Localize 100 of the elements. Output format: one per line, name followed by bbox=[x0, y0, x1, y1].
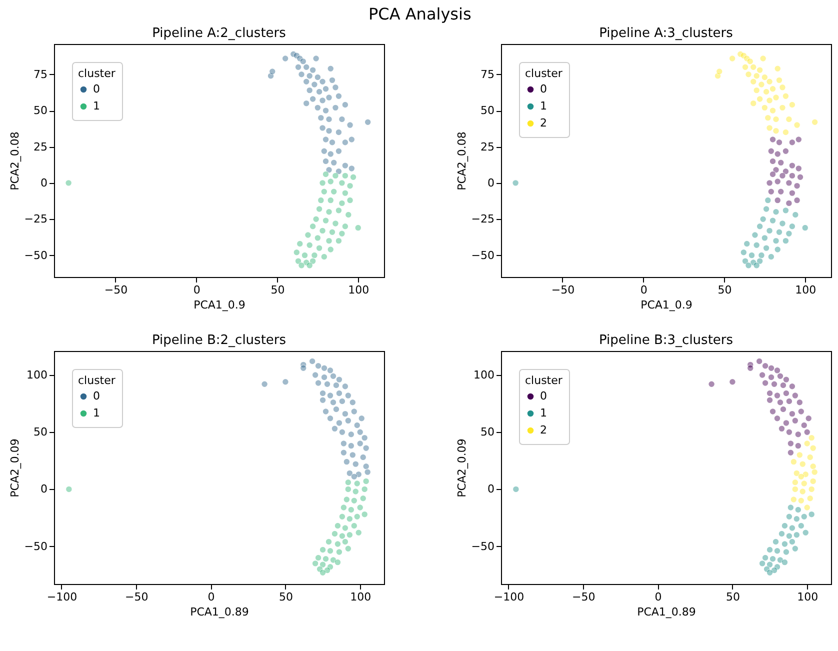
point bbox=[326, 414, 334, 422]
point bbox=[802, 224, 809, 232]
point bbox=[334, 522, 342, 530]
point bbox=[742, 64, 749, 71]
point bbox=[772, 166, 780, 174]
point bbox=[780, 406, 787, 413]
point bbox=[316, 88, 323, 96]
point bbox=[355, 529, 362, 536]
point bbox=[800, 480, 808, 487]
point bbox=[782, 128, 790, 136]
point bbox=[798, 408, 805, 415]
x-tick-label: 100 bbox=[350, 590, 372, 604]
point bbox=[769, 170, 776, 178]
point bbox=[320, 364, 328, 372]
point bbox=[802, 529, 810, 536]
point bbox=[782, 92, 790, 100]
point bbox=[752, 232, 758, 238]
point bbox=[312, 372, 319, 378]
point bbox=[328, 138, 336, 146]
point bbox=[764, 196, 772, 204]
point bbox=[340, 504, 348, 511]
point bbox=[326, 392, 334, 399]
point bbox=[792, 478, 799, 486]
point bbox=[776, 138, 783, 146]
point bbox=[512, 179, 520, 186]
chart-title: Pipeline A:3_clusters bbox=[599, 26, 734, 41]
point bbox=[326, 208, 332, 216]
legend-label: 2 bbox=[540, 424, 547, 436]
point bbox=[798, 522, 805, 530]
point bbox=[776, 372, 784, 380]
point bbox=[794, 506, 802, 514]
point bbox=[768, 188, 775, 196]
point bbox=[786, 398, 793, 405]
point bbox=[788, 382, 796, 390]
point bbox=[360, 454, 367, 461]
point bbox=[296, 240, 304, 248]
y-tick-label: −50 bbox=[471, 248, 494, 262]
y-axis-title: PCA2_0.08 bbox=[455, 132, 468, 190]
point bbox=[762, 244, 770, 252]
point bbox=[753, 242, 760, 249]
point bbox=[301, 252, 308, 259]
point bbox=[65, 179, 72, 186]
point bbox=[758, 372, 766, 378]
point bbox=[766, 179, 773, 186]
point bbox=[322, 85, 330, 92]
point bbox=[728, 55, 736, 62]
point bbox=[792, 545, 799, 552]
point bbox=[806, 494, 814, 502]
point bbox=[338, 532, 346, 540]
point bbox=[298, 70, 305, 78]
point bbox=[806, 454, 814, 461]
point bbox=[317, 114, 324, 122]
point bbox=[774, 246, 782, 253]
point bbox=[778, 425, 786, 432]
point bbox=[766, 569, 774, 576]
point bbox=[338, 513, 346, 520]
point bbox=[356, 428, 364, 436]
point bbox=[325, 538, 332, 546]
point bbox=[777, 159, 784, 166]
point bbox=[743, 240, 750, 248]
point bbox=[338, 200, 346, 207]
legend-title: cluster bbox=[525, 374, 563, 387]
point bbox=[322, 217, 330, 224]
point bbox=[790, 496, 798, 503]
point bbox=[342, 538, 349, 546]
point bbox=[792, 211, 799, 218]
point bbox=[774, 547, 781, 554]
point bbox=[327, 150, 334, 158]
point bbox=[310, 81, 318, 88]
y-tick-label: 50 bbox=[480, 104, 494, 118]
point bbox=[788, 524, 796, 532]
y-tick-label: 100 bbox=[474, 368, 494, 382]
point bbox=[753, 262, 760, 269]
point bbox=[768, 148, 775, 155]
point bbox=[350, 473, 358, 480]
point bbox=[770, 380, 778, 388]
point bbox=[761, 234, 768, 242]
point bbox=[338, 398, 346, 405]
point bbox=[322, 136, 330, 143]
point bbox=[319, 78, 326, 86]
point bbox=[796, 174, 804, 181]
x-tick-label: 0 bbox=[193, 284, 200, 296]
point bbox=[320, 188, 328, 196]
point bbox=[782, 420, 790, 426]
point bbox=[810, 478, 817, 485]
point bbox=[800, 513, 808, 520]
point bbox=[774, 178, 782, 185]
point bbox=[774, 150, 782, 158]
chart-title: Pipeline B:3_clusters bbox=[598, 333, 734, 348]
point bbox=[326, 116, 332, 123]
point bbox=[762, 380, 769, 386]
point bbox=[748, 252, 756, 259]
point bbox=[779, 220, 786, 227]
point bbox=[361, 510, 368, 518]
point bbox=[772, 116, 780, 123]
point bbox=[340, 440, 348, 447]
point bbox=[306, 72, 314, 80]
point bbox=[346, 515, 354, 522]
point bbox=[312, 55, 320, 62]
point bbox=[350, 174, 357, 181]
